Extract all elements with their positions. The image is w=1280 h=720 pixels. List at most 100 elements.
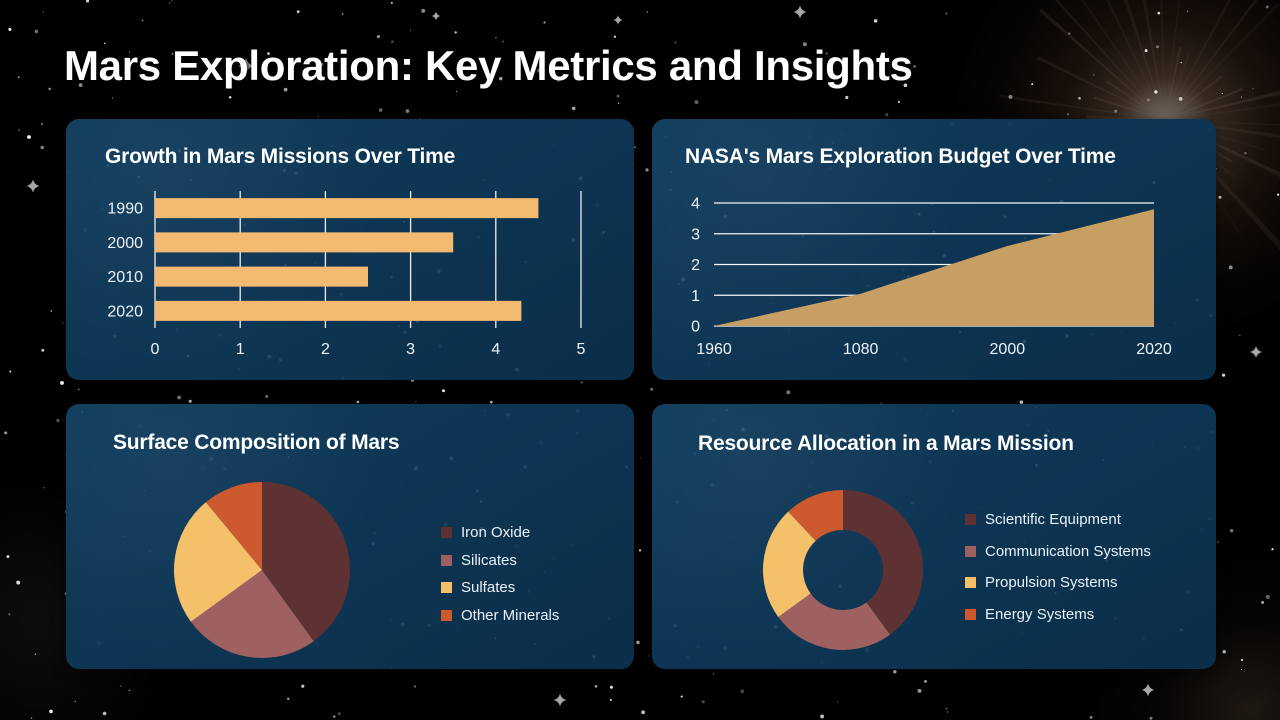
star-dot: [1240, 668, 1243, 671]
bar-x-tick-label: 3: [406, 341, 415, 358]
star-dot: [296, 10, 300, 14]
star-dot: [1157, 11, 1161, 15]
star-dot: [1271, 548, 1274, 551]
star-dot: [1068, 32, 1071, 35]
star-dot: [337, 712, 341, 716]
area-y-tick-label: 0: [691, 319, 700, 336]
area-x-tick-label: 2020: [1136, 341, 1172, 358]
star-dot: [740, 689, 745, 694]
star-dot: [30, 717, 33, 719]
star-dot: [613, 35, 617, 39]
star-dot: [1089, 716, 1093, 719]
sparkle-star-icon: [1250, 346, 1262, 358]
panel-growth-in-mars-missions: Growth in Mars Missions Over Time 1990 20…: [66, 119, 634, 380]
star-dot: [48, 87, 51, 91]
area-y-tick-label: 2: [691, 257, 700, 274]
slice-other-minerals: [205, 482, 262, 570]
star-dot: [8, 27, 12, 31]
slice-communication-systems: [778, 593, 891, 650]
star-dot: [6, 555, 10, 559]
star-dot: [786, 390, 791, 395]
glow-ray: [1055, 0, 1165, 120]
slice-silicates: [190, 570, 314, 659]
star-dot: [128, 689, 130, 691]
glow-ray: [1105, 80, 1165, 120]
star-dot: [390, 1, 393, 4]
star-dot: [1149, 716, 1153, 720]
glow-ray: [1165, 87, 1244, 120]
star-dot: [376, 35, 380, 39]
star-dot: [945, 707, 948, 710]
star-dot: [1146, 98, 1150, 102]
star-dot: [1229, 529, 1234, 533]
star-dot: [618, 102, 620, 105]
chart-title-budget: NASA's Mars Exploration Budget Over Time: [685, 145, 1116, 168]
area-x-tick-label: 1080: [843, 341, 879, 358]
pie-chart-surface: [173, 482, 351, 659]
star-dot: [455, 90, 458, 93]
star-dot: [1178, 97, 1183, 101]
star-dot: [9, 370, 12, 373]
star-dot: [616, 94, 620, 98]
star-dot: [120, 685, 122, 687]
glow-ray: [1081, 0, 1165, 120]
legend-swatch-icon: [441, 554, 452, 566]
slice-scientific-equipment: [843, 490, 923, 635]
legend-label: Energy Systems: [985, 605, 1095, 623]
star-dot: [712, 673, 715, 675]
star-dot: [4, 431, 8, 435]
star-dot: [845, 95, 849, 100]
star-dot: [1114, 109, 1118, 113]
area-y-tick-label: 1: [691, 288, 700, 305]
star-dot: [1066, 113, 1070, 116]
panel-resource-allocation: Resource Allocation in a Mars Mission: [652, 404, 1216, 669]
star-dot: [41, 348, 45, 352]
glow-ray: [1165, 0, 1180, 120]
star-dot: [638, 549, 642, 552]
glow-ray: [1160, 0, 1165, 120]
star-dot: [924, 680, 927, 683]
legend-surface-composition: Iron Oxide Silicates Sulfates Other Mineral…: [441, 519, 559, 629]
star-dot: [947, 711, 949, 713]
star-dot: [636, 640, 640, 645]
legend-swatch-icon: [965, 514, 976, 526]
legend-label: Scientific Equipment: [985, 511, 1121, 529]
glow-ray: [1093, 96, 1165, 120]
star-dot: [836, 701, 839, 703]
legend-item: Propulsion Systems: [965, 567, 1151, 599]
star-dot: [609, 698, 613, 702]
star-dot: [16, 580, 21, 585]
legend-item: Other Minerals: [441, 602, 559, 630]
star-dot: [495, 36, 497, 39]
star-dot: [647, 655, 650, 657]
star-dot: [543, 21, 546, 24]
area-x-tick-label: 1960: [696, 341, 732, 358]
sparkle-star-icon: [793, 5, 807, 19]
sparkle-star-icon: [431, 11, 441, 21]
star-dot: [141, 19, 144, 22]
star-dot: [60, 380, 64, 385]
legend-item: Iron Oxide: [441, 519, 559, 547]
star-dot: [74, 700, 76, 703]
star-dot: [594, 685, 598, 688]
glow-ray: [1165, 83, 1228, 120]
star-dot: [34, 29, 39, 34]
star-dot: [409, 29, 412, 31]
glow-ray: [1165, 103, 1280, 120]
glow-ray: [1165, 46, 1182, 120]
star-dot: [61, 321, 64, 324]
star-dot: [102, 711, 107, 716]
star-dot: [56, 418, 60, 423]
star-dot: [1031, 83, 1034, 86]
star-dot: [1078, 96, 1081, 100]
star-dot: [1252, 88, 1254, 90]
area-series-budget: [714, 209, 1154, 326]
legend-item: Energy Systems: [965, 599, 1151, 631]
star-dot: [171, 0, 173, 2]
bar-category-label: 2010: [107, 269, 143, 286]
legend-swatch-icon: [965, 545, 976, 557]
star-dot: [1180, 61, 1183, 64]
star-dot: [1240, 96, 1242, 98]
glow-ray: [1039, 8, 1165, 120]
